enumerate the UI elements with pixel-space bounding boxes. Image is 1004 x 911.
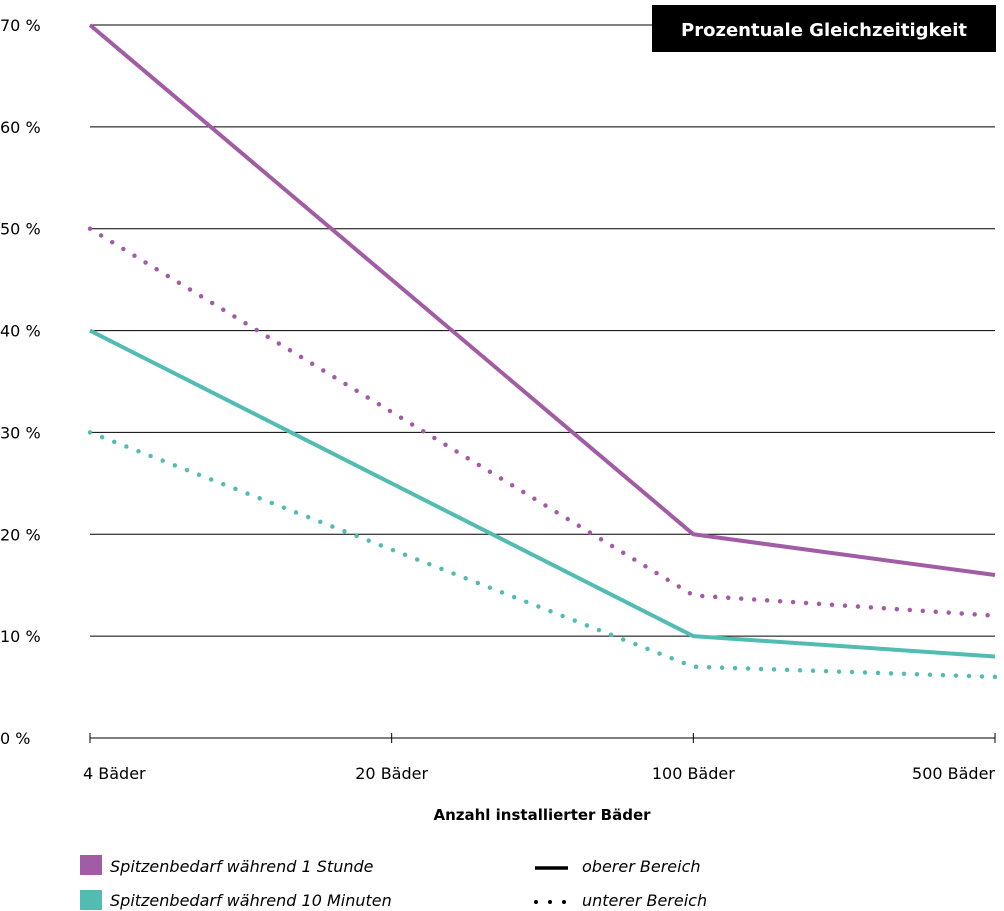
x-axis-label: Anzahl installierter Bäder (433, 806, 651, 824)
legend-swatch-1h (80, 855, 102, 875)
y-tick-label: 20 % (0, 525, 41, 544)
grid-lines (90, 24, 995, 637)
y-axis-tick-labels: 0 % 10 % 20 % 30 % 40 % 50 % 60 % 70 % (0, 16, 41, 748)
series-line-1h-upper (88, 23, 996, 578)
legend-label-solid: oberer Bereich (582, 857, 701, 876)
y-tick-label: 60 % (0, 118, 41, 137)
series-line-10m-lower (87, 430, 998, 680)
legend-label-1h: Spitzenbedarf während 1 Stunde (110, 857, 374, 876)
legend: Spitzenbedarf während 1 Stunde Spitzenbe… (80, 855, 707, 910)
x-tick-label: 100 Bäder (652, 764, 735, 783)
legend-label-dotted: unterer Bereich (582, 891, 707, 910)
y-tick-label: 40 % (0, 322, 41, 341)
chart-title-box: Prozentuale Gleichzeitigkeit (652, 5, 996, 52)
series-line-10m-upper (89, 328, 996, 659)
y-tick-label: 50 % (0, 220, 41, 239)
y-tick-label: 30 % (0, 423, 41, 442)
y-tick-label: 10 % (0, 627, 41, 646)
legend-swatch-10m (80, 890, 102, 910)
y-tick-label: 0 % (0, 729, 30, 748)
x-tick-label: 500 Bäder (912, 764, 995, 783)
chart-title: Prozentuale Gleichzeitigkeit (681, 20, 967, 41)
legend-label-10m: Spitzenbedarf während 10 Minuten (110, 891, 392, 910)
series-line-1h-lower (87, 226, 998, 619)
x-tick-label: 20 Bäder (355, 764, 428, 783)
x-tick-label: 4 Bäder (83, 764, 146, 783)
x-axis: 4 Bäder 20 Bäder 100 Bäder 500 Bäder (83, 733, 996, 783)
y-tick-label: 70 % (0, 16, 41, 35)
data-series (87, 23, 998, 680)
